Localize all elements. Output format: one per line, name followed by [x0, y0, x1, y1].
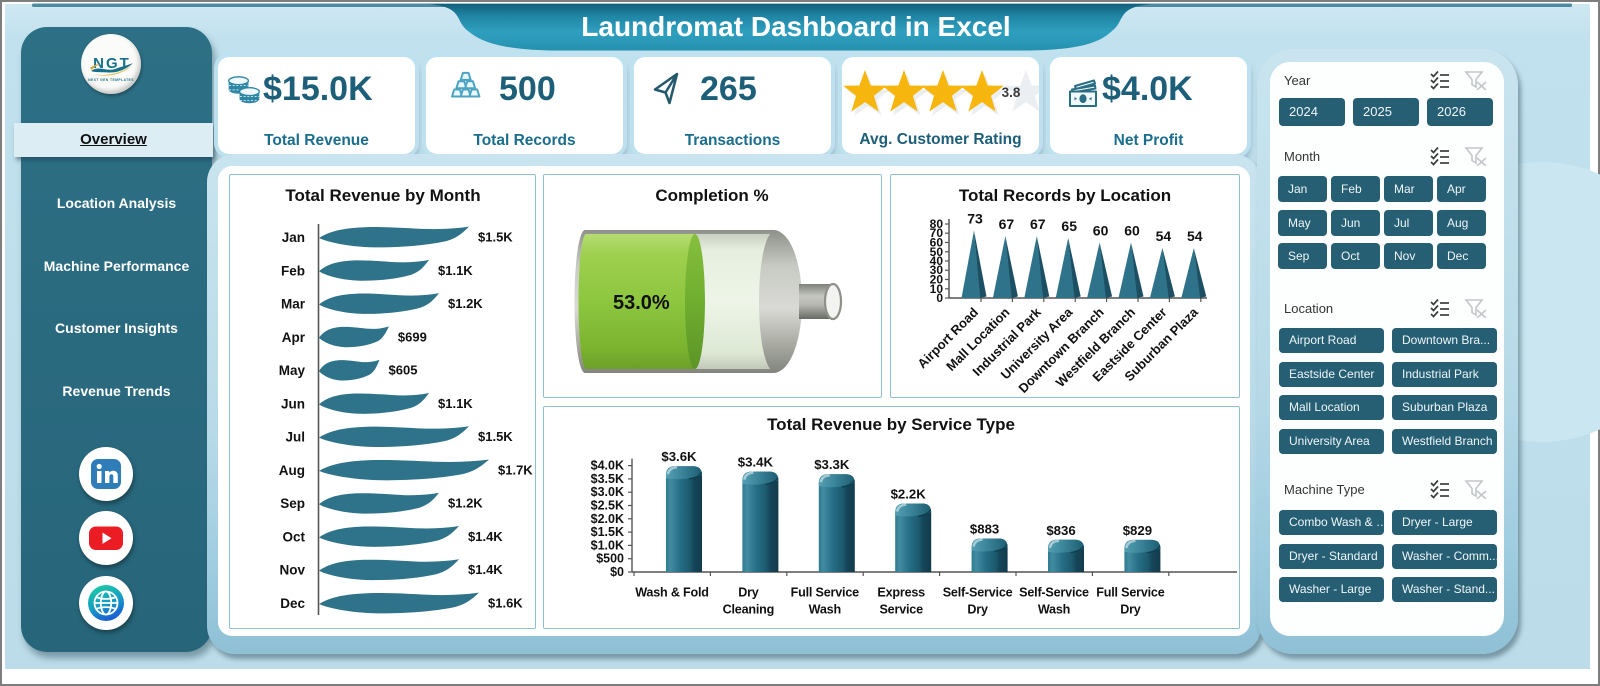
svg-text:53.0%: 53.0% [613, 292, 670, 314]
svg-text:$1.5K: $1.5K [591, 525, 624, 539]
svg-text:Dec: Dec [280, 596, 305, 611]
svg-text:Wash & Fold: Wash & Fold [635, 586, 709, 600]
svg-text:$883: $883 [970, 522, 999, 537]
svg-text:Self-Service: Self-Service [943, 586, 1013, 600]
svg-text:54: 54 [1156, 228, 1172, 244]
svg-text:Jul: Jul [285, 430, 305, 445]
svg-text:$0: $0 [610, 565, 624, 579]
svg-text:$3.0K: $3.0K [591, 485, 624, 499]
svg-text:$1.6K: $1.6K [488, 596, 523, 611]
svg-text:Jun: Jun [281, 396, 305, 411]
svg-text:$2.5K: $2.5K [591, 499, 624, 513]
svg-text:Full Service: Full Service [791, 586, 859, 600]
svg-text:20: 20 [930, 273, 944, 287]
svg-text:Sep: Sep [280, 496, 305, 511]
svg-text:67: 67 [1030, 216, 1046, 232]
svg-text:Apr: Apr [282, 330, 306, 345]
svg-text:$1.2K: $1.2K [448, 296, 483, 311]
svg-text:65: 65 [1061, 218, 1077, 234]
svg-text:70: 70 [930, 226, 944, 240]
svg-text:Total Revenue by Service Type: Total Revenue by Service Type [767, 415, 1015, 434]
svg-text:0: 0 [936, 291, 943, 305]
svg-text:67: 67 [999, 216, 1015, 232]
svg-text:$3.6K: $3.6K [661, 449, 697, 464]
svg-text:Completion %: Completion % [655, 186, 768, 205]
svg-text:Wash: Wash [1038, 603, 1070, 617]
svg-text:Total Revenue by Month: Total Revenue by Month [285, 186, 480, 205]
svg-text:10: 10 [930, 282, 944, 296]
svg-text:$1.5K: $1.5K [478, 230, 513, 245]
svg-text:Wash: Wash [809, 603, 841, 617]
svg-text:$829: $829 [1123, 523, 1152, 538]
svg-text:$1.0K: $1.0K [591, 538, 624, 552]
svg-text:Total Records by Location: Total Records by Location [959, 186, 1171, 205]
svg-text:$2.0K: $2.0K [591, 512, 624, 526]
svg-text:50: 50 [930, 245, 944, 259]
svg-text:$4.0K: $4.0K [591, 459, 624, 473]
svg-text:Feb: Feb [281, 263, 305, 278]
svg-text:Self-Service: Self-Service [1019, 586, 1089, 600]
svg-text:3.8: 3.8 [1002, 85, 1021, 100]
svg-text:$605: $605 [389, 363, 418, 378]
svg-text:$2.2K: $2.2K [891, 487, 927, 502]
svg-text:$500: $500 [596, 552, 624, 566]
svg-text:Dry: Dry [1120, 603, 1141, 617]
svg-text:Full Service: Full Service [1096, 586, 1164, 600]
svg-text:30: 30 [930, 263, 944, 277]
svg-text:$1.2K: $1.2K [448, 496, 483, 511]
svg-text:Service: Service [879, 603, 923, 617]
svg-text:60: 60 [1093, 223, 1109, 239]
svg-text:Cleaning: Cleaning [723, 603, 775, 617]
svg-text:$836: $836 [1046, 523, 1075, 538]
svg-text:Dry: Dry [967, 603, 988, 617]
svg-text:$1.4K: $1.4K [468, 529, 503, 544]
svg-text:Jan: Jan [282, 230, 305, 245]
svg-text:Nov: Nov [279, 563, 305, 578]
svg-text:60: 60 [930, 236, 944, 250]
svg-text:Aug: Aug [279, 463, 305, 478]
svg-text:$3.5K: $3.5K [591, 472, 624, 486]
svg-text:$3.4K: $3.4K [738, 455, 774, 470]
svg-text:$1.4K: $1.4K [468, 562, 503, 577]
svg-text:80: 80 [930, 217, 944, 231]
svg-text:$1.1K: $1.1K [438, 396, 473, 411]
svg-text:54: 54 [1187, 228, 1203, 244]
svg-text:$1.7K: $1.7K [498, 462, 533, 477]
svg-text:40: 40 [930, 254, 944, 268]
svg-text:Dry: Dry [738, 586, 759, 600]
svg-text:60: 60 [1124, 223, 1140, 239]
svg-text:$699: $699 [398, 329, 427, 344]
svg-text:73: 73 [967, 211, 983, 227]
svg-text:Mar: Mar [281, 297, 306, 312]
svg-text:May: May [279, 363, 306, 378]
svg-text:$1.1K: $1.1K [438, 263, 473, 278]
svg-text:Oct: Oct [282, 529, 305, 544]
svg-text:$1.5K: $1.5K [478, 429, 513, 444]
svg-text:$3.3K: $3.3K [814, 457, 850, 472]
svg-text:Express: Express [877, 586, 925, 600]
svg-text:NEXT GEN TEMPLATES: NEXT GEN TEMPLATES [88, 78, 134, 82]
